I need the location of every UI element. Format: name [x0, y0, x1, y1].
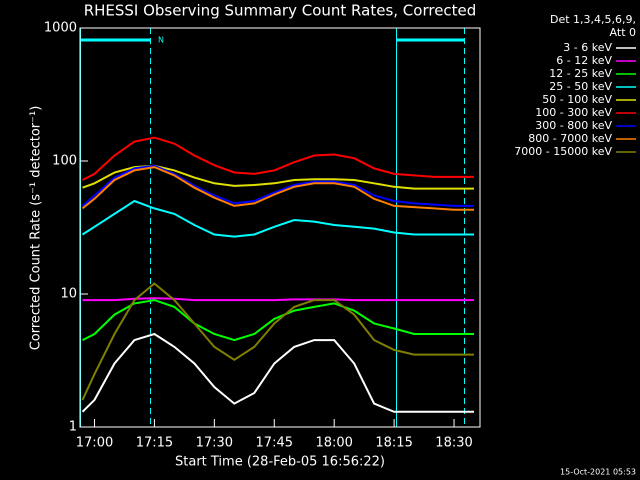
series-line: [81, 282, 474, 401]
x-tick-label: 17:30: [196, 436, 233, 451]
chart-title: RHESSI Observing Summary Count Rates, Co…: [84, 2, 477, 20]
legend-label: 300 - 800 keV: [535, 119, 612, 132]
x-axis-label: Start Time (28-Feb-05 16:56:22): [175, 455, 385, 470]
timestamp: 15-Oct-2021 05:53: [560, 468, 636, 477]
series-line: [81, 164, 474, 207]
y-axis-label: Corrected Count Rate (s⁻¹ detector⁻¹): [29, 106, 44, 351]
y-tick-label: 100: [52, 154, 77, 169]
series-line: [81, 166, 474, 211]
y-tick-label: 1000: [44, 21, 77, 36]
series-line: [81, 199, 474, 238]
x-tick-label: 17:00: [76, 436, 113, 451]
legend-label: 50 - 100 keV: [542, 93, 612, 106]
y-tick-label: 10: [60, 287, 77, 302]
series-line: [82, 297, 474, 302]
x-tick-label: 18:30: [435, 436, 472, 451]
legend-label: 7000 - 15000 keV: [514, 145, 612, 158]
x-tick-label: 17:45: [256, 436, 293, 451]
x-tick-label: 17:15: [136, 436, 173, 451]
legend-label: 800 - 7000 keV: [528, 132, 612, 145]
series-line: [82, 136, 474, 181]
legend-title: Att 0: [610, 26, 636, 39]
plot-frame: [79, 27, 481, 428]
annotation: N: [158, 36, 164, 45]
legend-label: 3 - 6 keV: [563, 41, 612, 54]
legend-title: Det 1,3,4,5,6,9,: [550, 13, 636, 26]
x-tick-label: 18:15: [375, 436, 412, 451]
legend-label: 6 - 12 keV: [556, 54, 612, 67]
legend-label: 100 - 300 keV: [535, 106, 612, 119]
legend-label: 12 - 25 keV: [549, 67, 612, 80]
y-tick-label: 1: [69, 420, 77, 435]
series-line: [81, 332, 474, 413]
x-tick-label: 18:00: [315, 436, 352, 451]
legend-label: 25 - 50 keV: [549, 80, 612, 93]
series-line: [82, 299, 474, 342]
